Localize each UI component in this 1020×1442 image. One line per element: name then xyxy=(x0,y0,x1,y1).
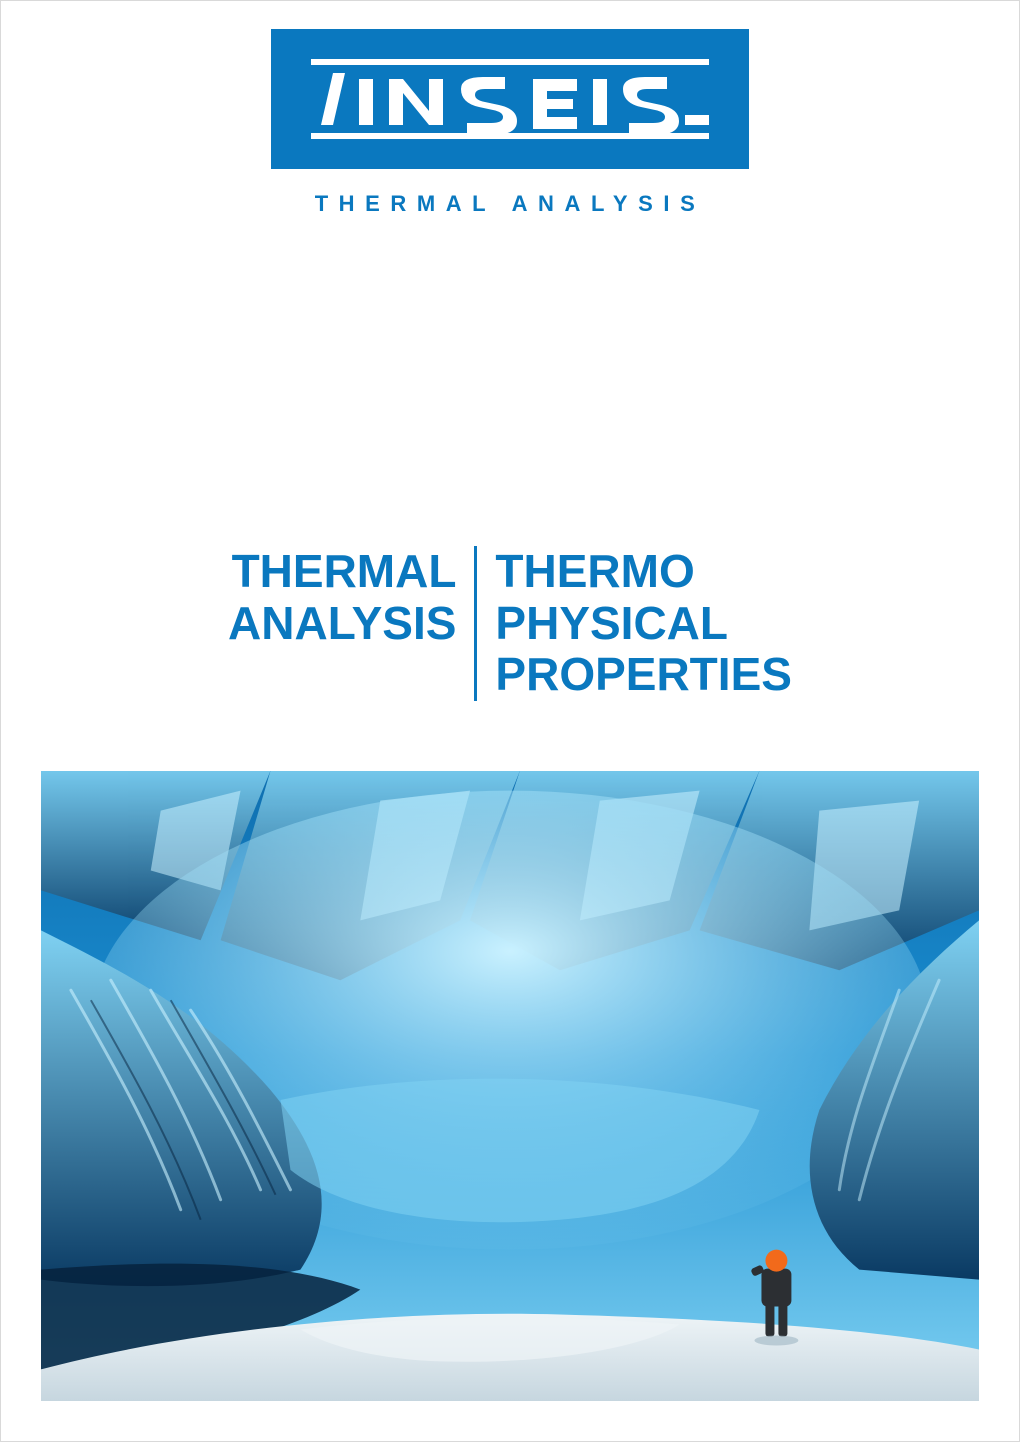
headline-block: THERMAL ANALYSIS THERMO PHYSICAL PROPERT… xyxy=(1,546,1019,701)
headline-right-col: THERMO PHYSICAL PROPERTIES xyxy=(477,546,812,701)
headline-left-line-2: ANALYSIS xyxy=(228,598,456,650)
headline-left-col: THERMAL ANALYSIS xyxy=(208,546,477,701)
brand-logo-block: THERMAL ANALYSIS xyxy=(271,29,749,217)
headline-right-line-3: PROPERTIES xyxy=(495,649,792,701)
brand-logo-badge xyxy=(271,29,749,169)
headline-left-line-1: THERMAL xyxy=(228,546,456,598)
brand-logo-svg xyxy=(271,29,749,169)
logo-top-rule xyxy=(311,59,709,65)
headline-right-line-1: THERMO xyxy=(495,546,792,598)
brand-subtitle: THERMAL ANALYSIS xyxy=(271,191,749,217)
hero-svg xyxy=(41,771,979,1401)
hero-image xyxy=(41,771,979,1401)
logo-bg-rect xyxy=(271,29,749,169)
headline-right-line-2: PHYSICAL xyxy=(495,598,792,650)
page-root: THERMAL ANALYSIS THERMAL ANALYSIS THERMO… xyxy=(0,0,1020,1442)
